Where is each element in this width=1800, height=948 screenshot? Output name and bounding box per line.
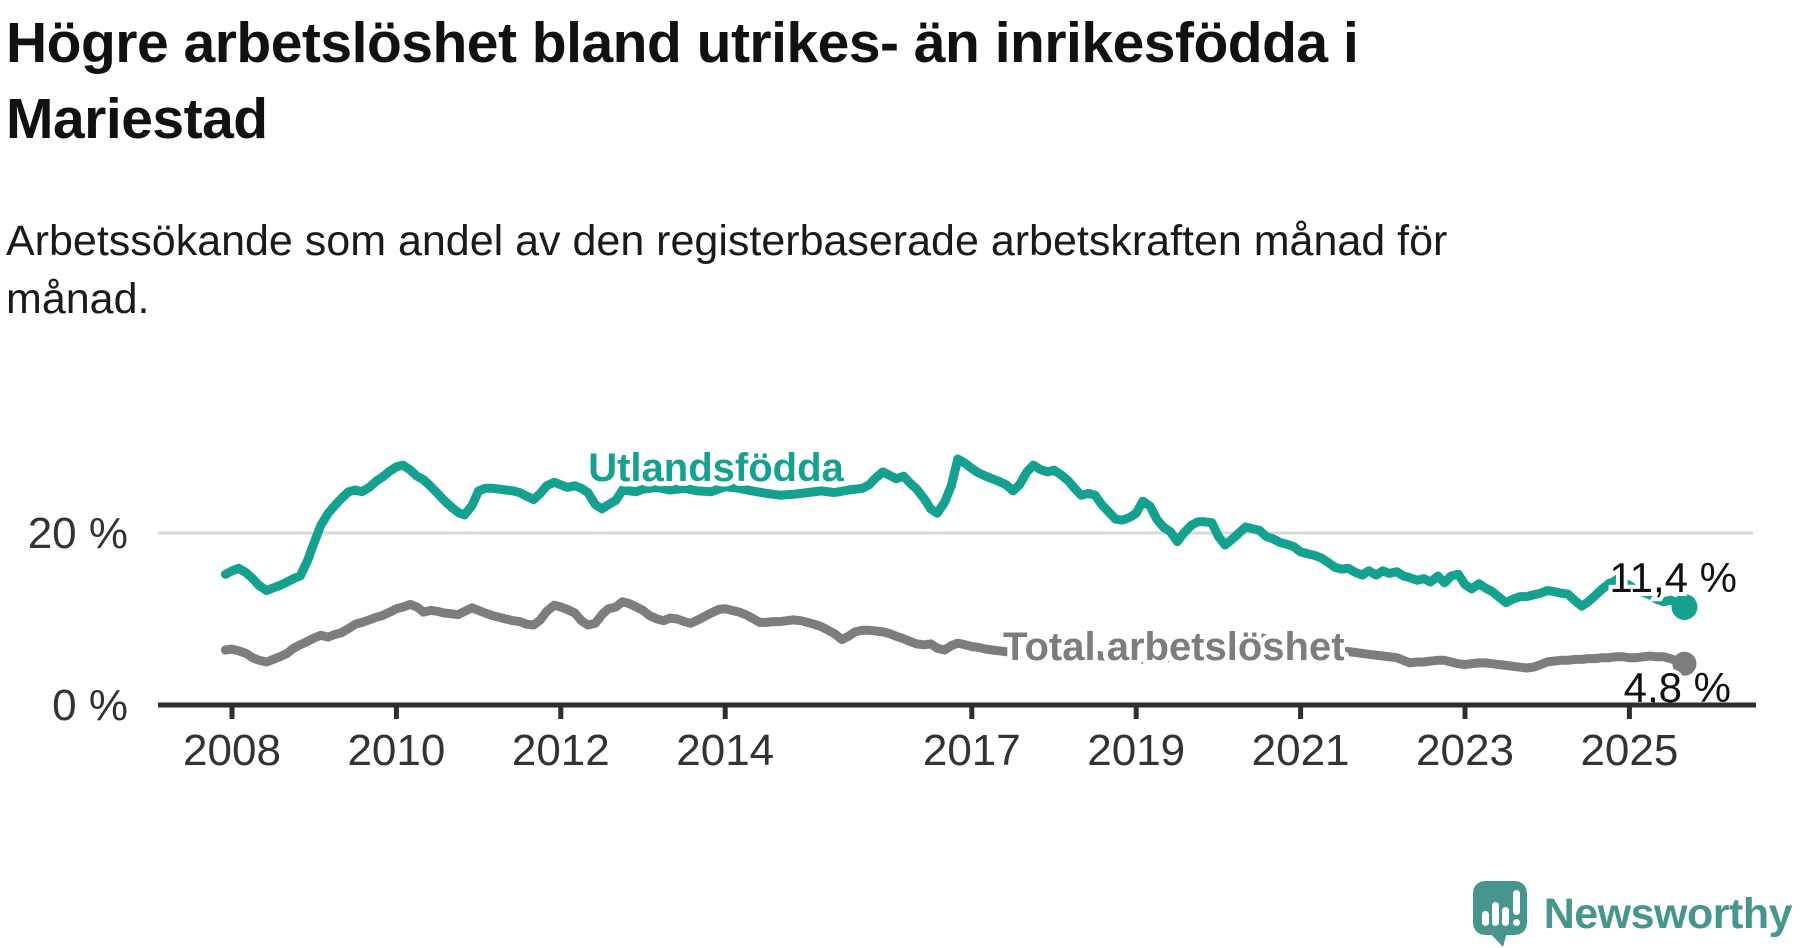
x-tick-label-2012: 2012	[512, 726, 610, 775]
newsworthy-logo-icon	[1472, 881, 1527, 947]
title-line-1: Högre arbetslöshet bland utrikes- än inr…	[6, 11, 1359, 75]
series-line-1	[220, 597, 1689, 673]
y-tick-label-0: 0 %	[52, 681, 128, 730]
series-label-0: Utlandsfödda	[588, 446, 844, 490]
x-tick-label-2008: 2008	[183, 726, 281, 775]
newsworthy-logo-text: Newsworthy	[1543, 889, 1793, 938]
subtitle-line-2: månad.	[6, 275, 150, 324]
x-tick-label-2025: 2025	[1580, 726, 1678, 775]
x-tick-label-2010: 2010	[347, 726, 445, 775]
chart-subtitle: Arbetssökande som andel av den registerb…	[6, 212, 1447, 329]
series-line-0	[220, 454, 1689, 612]
x-tick-label-2014: 2014	[676, 726, 774, 775]
x-tick-label-2023: 2023	[1416, 726, 1514, 775]
series-end-label-0: 11,4 %	[1609, 554, 1737, 601]
title-line-2: Mariestad	[6, 86, 268, 151]
series-end-dot-0	[1671, 593, 1698, 620]
subtitle-line-1: Arbetssökande som andel av den registerb…	[6, 217, 1448, 265]
page-title: Högre arbetslöshet bland utrikes- än inr…	[6, 6, 1359, 158]
x-tick-label-2021: 2021	[1252, 726, 1350, 775]
y-tick-label-20: 20 %	[28, 509, 128, 558]
series-end-dot-1	[1672, 651, 1697, 676]
series-label-1: Total arbetslöshet	[1003, 625, 1345, 669]
x-tick-label-2017: 2017	[923, 726, 1021, 775]
newsworthy-logo: Newsworthy	[1472, 880, 1793, 948]
x-tick-label-2019: 2019	[1087, 726, 1185, 775]
